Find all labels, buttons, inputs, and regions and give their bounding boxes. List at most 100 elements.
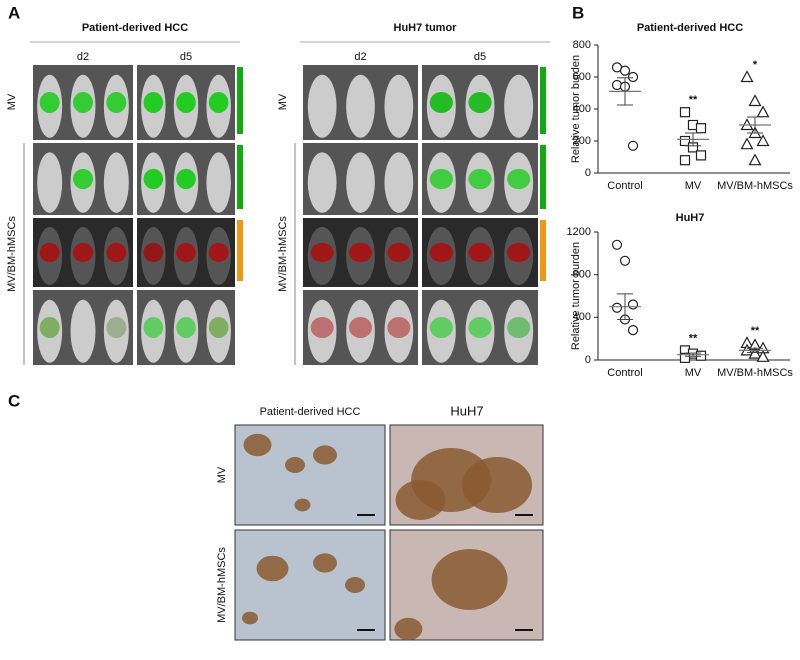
signal [429,317,453,338]
point [627,325,639,336]
stain [462,457,533,513]
x-tick-label: Control [607,367,642,379]
day-label: d5 [180,51,192,63]
stain [313,553,337,573]
y-tick-label: 0 [585,167,591,179]
point [627,299,639,310]
stain [294,498,311,512]
point [627,71,639,83]
point [679,107,691,118]
signal [143,242,164,263]
signal [73,242,93,263]
color-bar [237,220,243,281]
point [756,134,770,147]
point [619,65,631,76]
signal [429,168,453,190]
stain [243,433,272,457]
color-bar [540,145,546,209]
mouse [307,74,337,138]
mouse [384,74,414,138]
y-tick-label: 0 [585,354,591,366]
signal [310,242,334,263]
day-label: d2 [77,51,89,63]
signal [176,317,196,338]
stain [256,555,289,582]
point [611,302,623,313]
signal [468,92,492,113]
point [748,346,762,359]
stain [431,549,508,610]
signal [176,168,196,190]
stain [285,457,305,473]
stain [242,611,258,625]
row-label: MV/BM-hMSCs [277,216,289,292]
day-label: d2 [354,51,366,63]
mouse [206,152,231,213]
signal [468,242,492,263]
stain [394,617,423,641]
point [756,350,770,362]
y-tick-label: 1200 [567,226,591,238]
x-tick-label: MV [685,180,702,192]
signal [507,317,531,338]
color-bar [237,67,243,134]
signal [39,242,60,263]
significance: ** [689,94,698,106]
signal [176,92,196,113]
signal [143,317,164,338]
group-title: Patient-derived HCC [82,22,188,34]
signal [106,92,127,113]
y-tick-label: 400 [573,311,591,323]
signal [39,317,60,338]
column-title: Patient-derived HCC [260,406,361,418]
point [619,255,631,266]
row-label: MV [6,93,18,110]
signal [387,317,411,338]
point [695,350,707,361]
chart-title: Patient-derived HCC [637,22,743,34]
x-tick-label: Control [607,180,642,192]
color-bar [540,220,546,281]
point [740,70,754,83]
x-tick-label: MV/BM-hMSCs [717,367,793,379]
point [679,155,691,166]
mouse [37,152,63,213]
signal [208,92,229,113]
panel-label: A [8,3,20,22]
signal [176,242,196,263]
signal [106,317,127,338]
signal [468,168,492,190]
group-title: HuH7 tumor [394,22,458,34]
signal [507,168,531,190]
significance: * [753,59,758,71]
column-title: HuH7 [450,403,483,418]
signal [387,242,411,263]
point [756,105,770,118]
signal [429,92,453,113]
color-bar [237,145,243,209]
point [611,239,623,250]
point [748,94,762,107]
signal [143,168,164,190]
row-label: MV [216,466,228,483]
signal [143,92,164,113]
y-tick-label: 600 [573,71,591,83]
row-label: MV [277,93,289,110]
row-label: MV/BM-hMSCs [216,547,228,623]
y-tick-label: 400 [573,103,591,115]
mouse [346,152,375,213]
signal [73,92,93,113]
stain [313,445,337,465]
chart-title: HuH7 [676,212,705,224]
x-tick-label: MV [685,367,702,379]
significance: ** [751,325,760,337]
mouse [346,74,375,138]
y-axis-label: Relative tumor burden [570,242,582,350]
mouse [103,152,129,213]
signal [468,317,492,338]
panel-label: B [572,3,584,22]
y-tick-label: 800 [573,39,591,51]
point [748,153,762,166]
signal [208,317,229,338]
